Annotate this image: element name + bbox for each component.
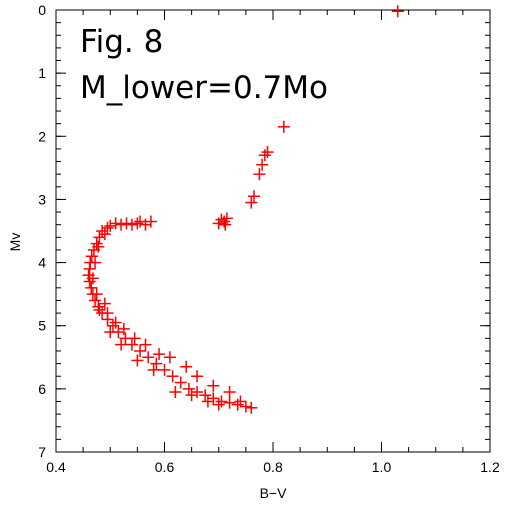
x-tick-label: 1.0 xyxy=(372,459,392,475)
data-point xyxy=(86,272,99,285)
data-point xyxy=(199,389,212,402)
data-point xyxy=(253,168,266,181)
data-point xyxy=(391,5,404,18)
data-point xyxy=(245,196,258,209)
data-point xyxy=(120,217,133,230)
data-point xyxy=(101,221,114,234)
data-point xyxy=(115,218,128,231)
data-point xyxy=(223,396,236,409)
data-point xyxy=(166,370,179,383)
data-point xyxy=(93,231,106,244)
data-point xyxy=(98,297,111,310)
data-point xyxy=(131,354,144,367)
x-tick-label: 1.2 xyxy=(480,459,500,475)
data-point xyxy=(109,217,122,230)
data-point xyxy=(89,256,102,269)
data-point xyxy=(169,386,182,399)
data-point xyxy=(261,146,274,159)
data-point xyxy=(234,395,247,408)
data-point xyxy=(125,218,138,231)
y-tick-label: 6 xyxy=(38,381,46,397)
annotation-mass: M_lower=0.7Mo xyxy=(80,70,328,106)
data-point xyxy=(98,228,111,241)
data-point xyxy=(191,370,204,383)
data-point xyxy=(93,303,106,316)
y-tick-label: 3 xyxy=(38,191,46,207)
data-points xyxy=(82,5,404,414)
data-point xyxy=(191,386,204,399)
x-tick-label: 0.6 xyxy=(155,459,175,475)
x-axis-label: B−V xyxy=(260,485,288,501)
data-point xyxy=(96,225,109,237)
x-tick-label: 0.8 xyxy=(263,459,283,475)
data-point xyxy=(185,389,198,402)
data-point xyxy=(106,319,119,332)
y-tick-label: 0 xyxy=(38,2,46,18)
data-point xyxy=(182,382,195,395)
data-point xyxy=(248,190,261,203)
data-point xyxy=(144,215,157,228)
axis-ticks: 0.4 0.6 0.8 1.0 1.2 0 1 2 3 4 5 6 7 xyxy=(38,2,500,475)
data-point xyxy=(180,360,193,373)
data-point xyxy=(117,322,130,335)
data-point xyxy=(128,332,141,345)
data-point xyxy=(85,281,98,294)
data-point xyxy=(277,120,290,133)
y-tick-label: 4 xyxy=(38,255,46,271)
data-point xyxy=(139,338,152,351)
data-point xyxy=(256,158,269,171)
y-tick-label: 7 xyxy=(38,444,46,460)
data-point xyxy=(115,338,128,351)
data-point xyxy=(218,215,231,228)
data-point xyxy=(174,376,187,389)
annotation-fig: Fig. 8 xyxy=(80,24,163,60)
data-point xyxy=(215,395,228,408)
data-point xyxy=(104,219,117,232)
data-point xyxy=(139,218,152,231)
y-tick-label: 5 xyxy=(38,318,46,334)
data-point xyxy=(109,316,122,329)
data-point xyxy=(153,348,166,361)
data-point xyxy=(220,212,233,225)
data-point xyxy=(239,400,252,413)
data-point xyxy=(90,288,103,301)
data-point xyxy=(245,401,258,414)
data-point xyxy=(207,379,220,392)
data-point xyxy=(201,395,214,408)
data-point xyxy=(150,357,163,370)
data-point xyxy=(92,300,105,313)
data-point xyxy=(85,250,98,263)
data-point xyxy=(258,149,271,162)
data-point xyxy=(125,338,138,351)
data-point xyxy=(212,398,225,411)
data-point xyxy=(131,217,144,230)
data-point xyxy=(219,218,232,231)
data-point xyxy=(223,386,236,399)
y-axis-label: Mv xyxy=(7,233,23,252)
x-tick-label: 0.4 xyxy=(46,459,66,475)
data-point xyxy=(134,344,147,357)
data-point xyxy=(163,351,176,364)
data-point xyxy=(90,237,103,250)
data-point xyxy=(142,351,155,364)
y-tick-label: 1 xyxy=(38,65,46,81)
data-point xyxy=(92,240,105,253)
data-point xyxy=(83,262,96,275)
data-point xyxy=(231,398,244,411)
data-point xyxy=(158,363,171,376)
data-point xyxy=(104,326,117,339)
data-point xyxy=(134,215,147,228)
data-point xyxy=(101,307,114,320)
y-tick-label: 2 xyxy=(38,128,46,144)
data-point xyxy=(89,294,102,307)
data-point xyxy=(147,363,160,376)
data-point xyxy=(83,275,96,288)
data-point xyxy=(207,392,220,405)
data-point xyxy=(212,217,225,230)
